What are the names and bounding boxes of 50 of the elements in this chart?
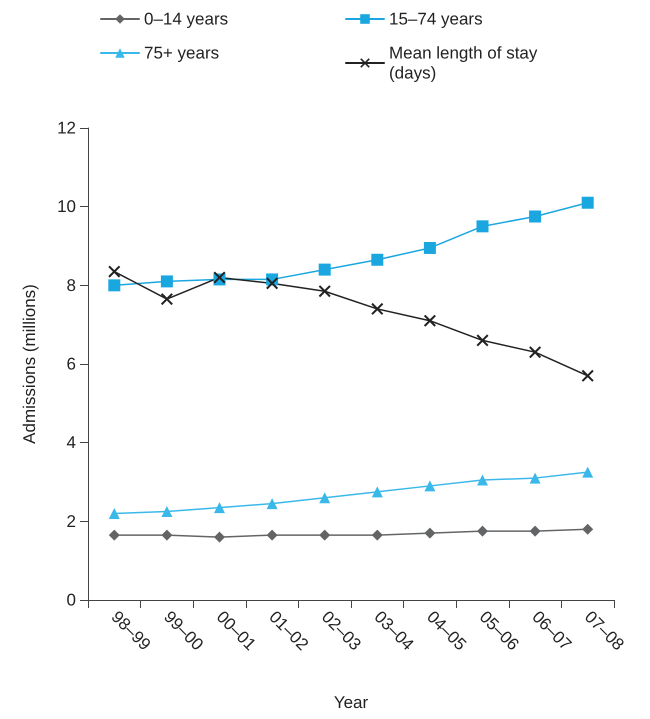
point [530,526,541,537]
point [372,486,383,498]
point [372,530,383,541]
point [160,293,173,306]
y-tick-label: 2 [66,512,76,531]
point [319,530,330,541]
point [424,528,436,539]
y-tick-label: 10 [57,197,76,216]
point [424,242,436,254]
x-axis-title: Year [334,693,369,712]
point [161,506,172,517]
y-tick-label: 4 [66,433,76,452]
point [214,502,225,514]
legend-label: Mean length of stay (days) [389,44,542,82]
point [582,524,594,535]
legend-label: 15–74 years [389,10,483,28]
point [371,302,384,315]
point [424,314,436,327]
point [529,346,542,358]
point [530,472,541,484]
point [266,530,278,541]
point [582,370,594,382]
point [424,480,436,492]
point [319,492,330,504]
point [529,210,542,222]
y-axis-title: Admissions (millions) [20,284,39,444]
point [266,277,278,290]
point [108,279,120,292]
point [476,334,488,346]
point [266,498,278,510]
point [214,532,225,543]
point [477,526,488,537]
y-tick-label: 0 [66,590,76,610]
point [108,530,120,541]
point [318,264,331,276]
point [476,220,488,232]
point [582,466,594,478]
legend-label: 0–14 years [144,10,228,28]
point [160,275,173,288]
point [582,196,594,209]
point [108,266,120,278]
y-tick-label: 12 [57,118,76,138]
point [161,530,172,541]
point [371,254,384,266]
point [108,508,120,519]
point [477,474,488,486]
y-tick-label: 6 [66,354,76,374]
y-tick-label: 8 [66,276,76,295]
point [318,285,331,298]
legend-label: 75+ years [144,44,220,62]
